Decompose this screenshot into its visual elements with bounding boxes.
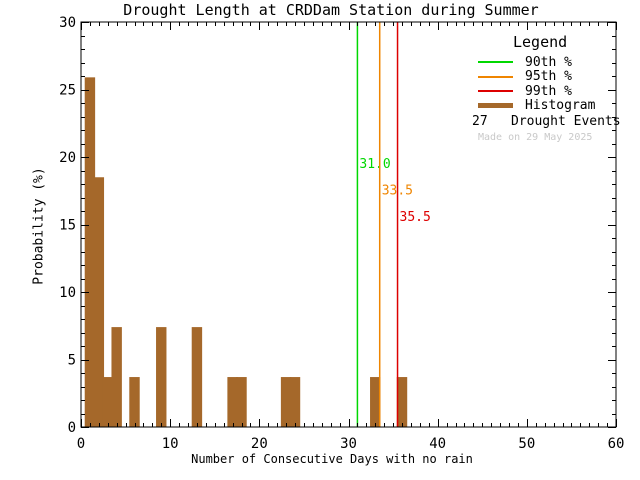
histogram-bar (370, 377, 381, 427)
y-tick-label: 0 (68, 420, 76, 436)
histogram-bar (84, 77, 96, 427)
y-tick-label: 30 (59, 15, 76, 31)
y-tick-label: 15 (59, 218, 76, 234)
legend-item-label: 90th % (525, 54, 572, 70)
drought-events-count: 27 (472, 114, 488, 129)
x-tick-label: 10 (162, 436, 179, 452)
histogram-bar (289, 377, 301, 427)
legend-swatch (478, 103, 513, 109)
percentile-value-label: 31.0 (359, 157, 390, 172)
legend-items: 90th % 95th % 99th % Histogram (472, 55, 622, 113)
histogram-bar (236, 377, 247, 427)
x-tick-label: 20 (251, 436, 268, 452)
percentile-value-label: 35.5 (400, 210, 431, 225)
histogram-bar (156, 327, 167, 427)
histogram-bar (102, 377, 113, 427)
legend-item: 95th % (472, 69, 622, 85)
y-tick-label: 25 (59, 83, 76, 99)
histogram-bar (111, 327, 122, 427)
histogram-bar (227, 377, 238, 427)
legend-item: 90th % (472, 55, 622, 70)
plot-frame (80, 21, 617, 428)
histogram-bar (93, 177, 105, 427)
x-axis-label: Number of Consecutive Days with no rain (191, 452, 473, 466)
x-tick-label: 60 (608, 436, 625, 452)
histogram-bar (396, 377, 408, 427)
y-tick-label: 20 (59, 150, 76, 166)
drought-events-label: Drought Events (511, 114, 621, 129)
chart-title: Drought Length at CRDDam Station during … (123, 1, 539, 19)
x-tick-label: 0 (77, 436, 85, 452)
legend-item-label: Histogram (525, 98, 596, 114)
legend-swatch (478, 90, 513, 93)
legend-item: 99th % (472, 84, 622, 99)
histogram-bar (280, 377, 292, 427)
legend: Legend 90th % 95th % 99th % Histogram 27 Dr… (472, 33, 622, 143)
y-tick-label: 5 (68, 353, 76, 369)
x-tick-label: 30 (340, 436, 357, 452)
x-tick-label: 50 (518, 436, 535, 452)
legend-title: Legend (513, 33, 568, 51)
x-tick-label: 40 (429, 436, 446, 452)
y-tick-label: 10 (59, 285, 76, 301)
histogram-bar (191, 327, 203, 427)
legend-events-row: 27 Drought Events (472, 114, 622, 129)
legend-item-label: 99th % (525, 83, 572, 99)
histogram-bar (129, 377, 140, 427)
legend-swatch (478, 75, 513, 78)
legend-item-label: 95th % (525, 69, 572, 85)
legend-item: Histogram (472, 98, 622, 114)
legend-swatch (478, 61, 513, 64)
made-on-note: Made on 29 May 2025 (478, 132, 593, 143)
